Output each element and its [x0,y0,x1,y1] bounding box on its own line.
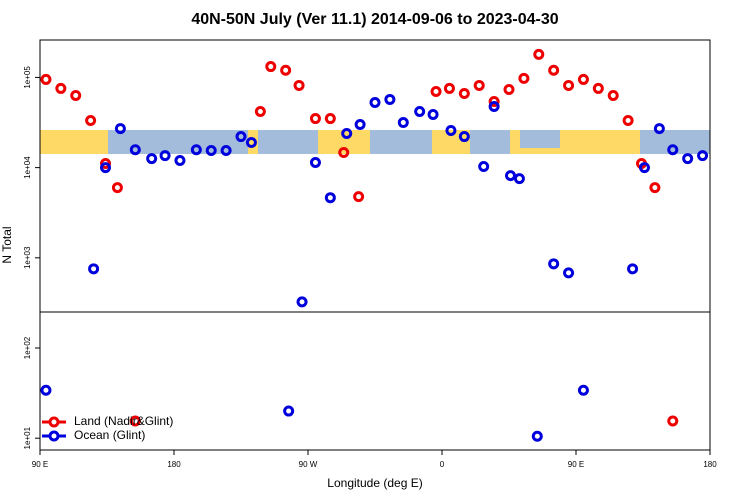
ocean-region [640,130,710,154]
point [458,87,470,99]
point [129,144,141,156]
point [114,123,126,135]
point [548,64,560,76]
point [341,127,353,139]
point [265,61,277,73]
point [563,267,575,279]
x-tick-label: 90 E [32,460,48,469]
y-axis-label: N Total [0,226,14,263]
ocean-region [108,130,248,154]
ocean-region [370,130,432,154]
chart-title: 40N-50N July (Ver 11.1) 2014-09-06 to 20… [191,11,558,28]
point [513,173,525,185]
point [293,79,305,91]
point [478,160,490,172]
legend-marker [48,430,60,442]
point [338,147,350,159]
ocean-region [520,130,560,148]
point [70,90,82,102]
point [577,384,589,396]
x-tick-label: 180 [167,460,181,469]
point [309,113,321,125]
point [443,82,455,94]
point [280,64,292,76]
point [638,162,650,174]
y-tick-label: 1e+03 [23,246,32,269]
point [504,170,516,182]
x-axis-label: Longitude (deg E) [327,476,422,490]
legend-marker [48,416,60,428]
point [533,48,545,60]
point [100,162,112,174]
point [88,263,100,275]
point [653,123,665,135]
point [577,73,589,85]
legend-label: Land (Nadir&Glint) [74,414,173,428]
point [473,79,485,91]
point [309,156,321,168]
point [324,113,336,125]
plot-frame [39,39,711,451]
point [369,97,381,109]
point [488,95,500,107]
point [55,82,67,94]
point [111,182,123,194]
point [531,430,543,442]
y-tick-label: 1e+02 [23,336,32,359]
map-strip [40,130,710,154]
ocean-region [470,130,510,154]
point [146,153,158,165]
point [324,192,336,204]
point [518,72,530,84]
point [254,106,266,118]
point [414,106,426,118]
point [427,109,439,121]
point [667,415,679,427]
point [40,384,52,396]
point [667,144,679,156]
point [190,144,202,156]
y-tick-label: 1e+04 [23,156,32,179]
y-tick-label: 1e+05 [23,66,32,89]
point [159,150,171,162]
point [682,153,694,165]
x-tick-label: 90 W [299,460,318,469]
point [592,82,604,94]
point [283,405,295,417]
point [445,124,457,136]
x-tick-label: 0 [440,460,445,469]
legend-label: Ocean (Glint) [74,428,145,442]
point [129,415,141,427]
point [607,90,619,102]
ocean-region [258,130,318,154]
point [548,258,560,270]
point [40,73,52,85]
point [430,86,442,98]
y-tick-label: 1e+01 [23,426,32,449]
point [220,144,232,156]
point [353,191,365,203]
point [174,154,186,166]
x-tick-label: 180 [703,460,717,469]
point [563,79,575,91]
point [245,136,257,148]
point [649,182,661,194]
point [85,115,97,127]
point [235,131,247,143]
point [100,158,112,170]
point [397,117,409,129]
point [697,150,709,162]
point [384,93,396,105]
point [205,144,217,156]
x-tick-label: 90 E [568,460,584,469]
point [627,263,639,275]
point [488,101,500,113]
point [622,115,634,127]
point [296,296,308,308]
point [458,131,470,143]
point [354,118,366,130]
point [503,83,515,95]
